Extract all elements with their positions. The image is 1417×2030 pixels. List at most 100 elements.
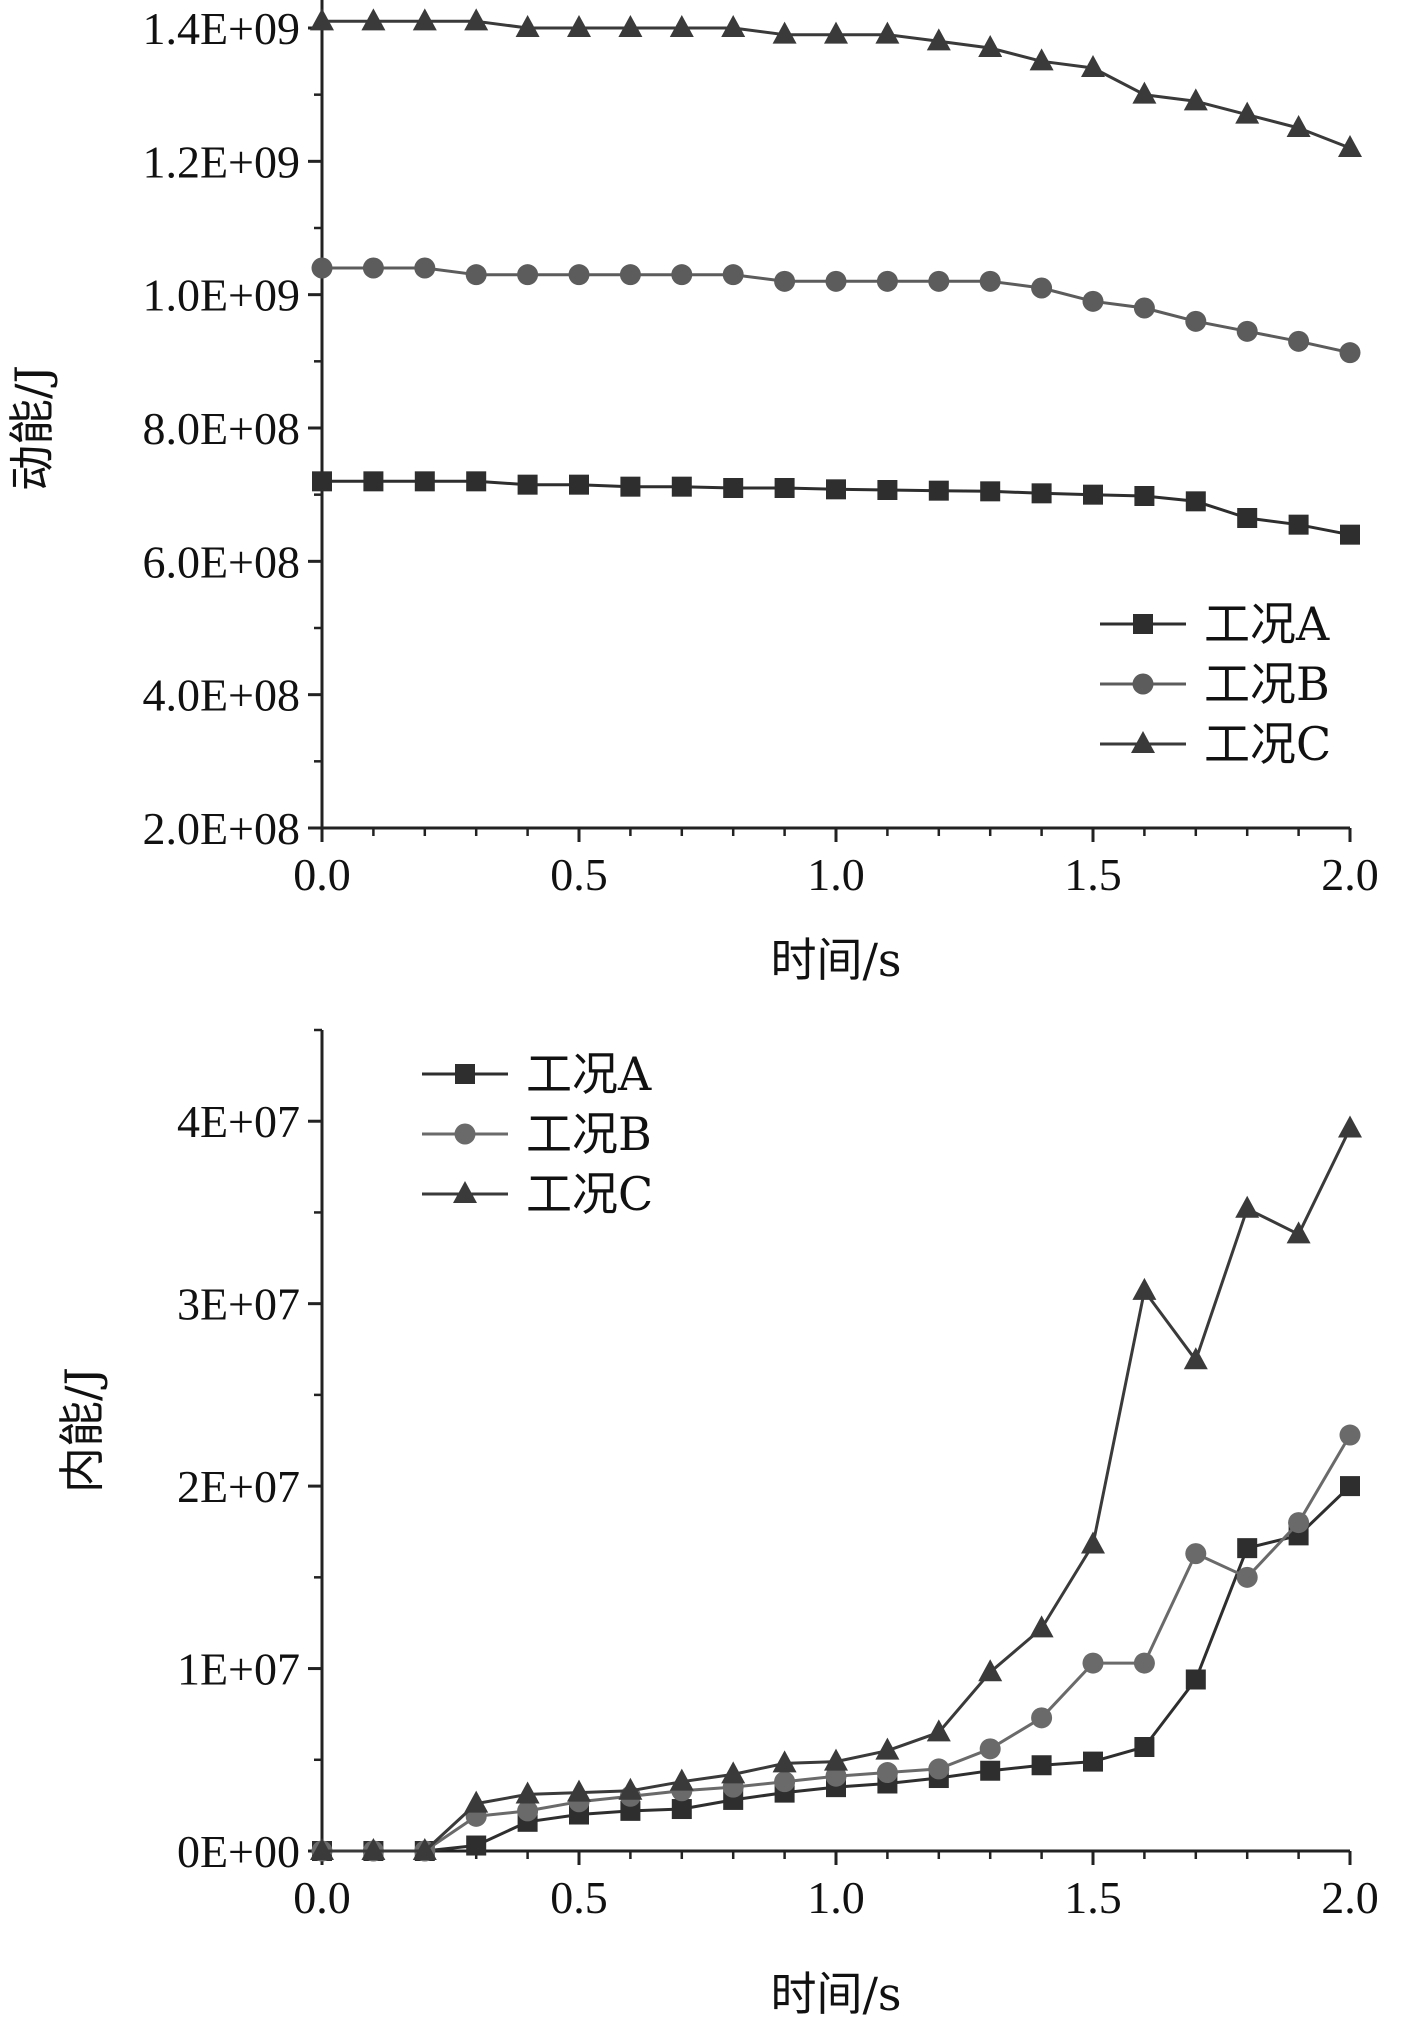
data-point [312, 471, 332, 492]
legend-label: 工况B [526, 1107, 652, 1161]
x-axis-title: 时间/s [770, 1967, 901, 2021]
data-point [772, 1750, 797, 1773]
data-point [1235, 101, 1260, 124]
legend-marker [453, 1181, 477, 1203]
data-point [1029, 48, 1054, 71]
data-point [1286, 115, 1311, 137]
data-point [1288, 514, 1309, 535]
data-point [875, 1737, 900, 1760]
y-tick-label: 1.0E+09 [142, 270, 300, 321]
data-point [517, 264, 539, 286]
data-point [926, 1719, 951, 1742]
data-point [669, 1768, 694, 1791]
data-point [412, 1838, 437, 1860]
data-point [669, 15, 694, 37]
legend-entry: 工况C [1100, 717, 1331, 771]
data-point [723, 478, 744, 498]
data-point [1183, 1347, 1208, 1370]
data-point [1082, 290, 1104, 312]
data-point [979, 270, 1001, 292]
data-point [618, 15, 643, 37]
y-tick-label: 6.0E+08 [142, 536, 300, 587]
legend-label: 工况A [526, 1047, 652, 1101]
legend-marker [1133, 614, 1153, 634]
series-circle [311, 1424, 1361, 1862]
data-point [517, 474, 538, 495]
data-point [1185, 491, 1206, 512]
data-point [1338, 135, 1362, 157]
data-point [517, 1800, 539, 1822]
data-point [1132, 1277, 1157, 1300]
data-point [1133, 1652, 1155, 1674]
legend-entry: 工况A [422, 1047, 652, 1101]
data-point [928, 1758, 950, 1780]
data-point [877, 480, 898, 500]
x-tick-label: 1.5 [1064, 849, 1122, 900]
data-point [825, 1765, 847, 1787]
x-tick-label: 2.0 [1321, 1872, 1379, 1923]
data-point [926, 28, 951, 51]
legend-marker [1131, 731, 1155, 753]
data-point [1081, 1531, 1105, 1554]
data-point [568, 264, 590, 286]
data-point [671, 264, 693, 286]
data-point [826, 479, 846, 500]
series-square [312, 471, 1360, 545]
series-triangle [310, 1115, 1362, 1860]
data-point [979, 1738, 1001, 1760]
data-point [1134, 1737, 1155, 1758]
legend-marker [455, 1064, 475, 1084]
x-tick-label: 1.5 [1064, 1872, 1122, 1923]
data-point [1288, 1512, 1310, 1534]
x-tick-label: 0.5 [550, 1872, 608, 1923]
y-axis-title: 动能/J [5, 365, 59, 491]
y-tick-label: 2E+07 [177, 1461, 300, 1512]
x-tick-label: 1.0 [807, 1872, 865, 1923]
data-point [465, 264, 487, 286]
legend-label: 工况A [1204, 597, 1330, 651]
data-point [311, 257, 333, 279]
legend-entry: 工况A [1100, 597, 1330, 651]
data-point [1031, 277, 1053, 299]
x-tick-label: 2.0 [1321, 849, 1379, 900]
data-point [1132, 81, 1157, 104]
y-tick-label: 8.0E+08 [142, 403, 300, 454]
data-point [774, 270, 796, 292]
data-point [362, 257, 384, 279]
data-point [310, 1838, 334, 1860]
data-point [1185, 310, 1207, 332]
data-point [363, 471, 384, 492]
data-point [1029, 1615, 1054, 1638]
x-tick-label: 1.0 [807, 849, 865, 900]
data-point [361, 8, 386, 31]
legend-entry: 工况B [422, 1107, 652, 1161]
series-square [312, 1476, 1360, 1861]
data-point [620, 476, 641, 497]
data-point [978, 35, 1003, 57]
data-point [1031, 483, 1052, 504]
y-tick-label: 1E+07 [177, 1644, 300, 1695]
data-point [414, 471, 435, 492]
data-point [569, 474, 589, 495]
legend-entry: 工况C [422, 1167, 653, 1221]
data-point [1134, 486, 1155, 506]
data-point [618, 1777, 643, 1800]
data-point [464, 8, 489, 31]
y-tick-label: 0E+00 [177, 1826, 300, 1877]
data-point [928, 480, 949, 501]
data-point [515, 15, 540, 37]
data-point [619, 264, 641, 286]
y-tick-label: 2.0E+08 [142, 803, 300, 854]
data-point [1339, 342, 1361, 364]
data-point [1031, 1707, 1053, 1729]
data-point [876, 1762, 898, 1784]
data-point [361, 1838, 386, 1860]
data-point [1340, 524, 1360, 545]
internal-energy-chart: 0E+00 1E+07 2E+07 3E+07 4E+07 0.0 0.5 1.0 1.5 2.0… [55, 1028, 1379, 2021]
data-point [620, 1800, 641, 1821]
data-point [824, 1748, 848, 1771]
data-point [464, 1790, 489, 1813]
data-point [1237, 508, 1258, 528]
x-tick-label: 0.0 [293, 1872, 351, 1923]
